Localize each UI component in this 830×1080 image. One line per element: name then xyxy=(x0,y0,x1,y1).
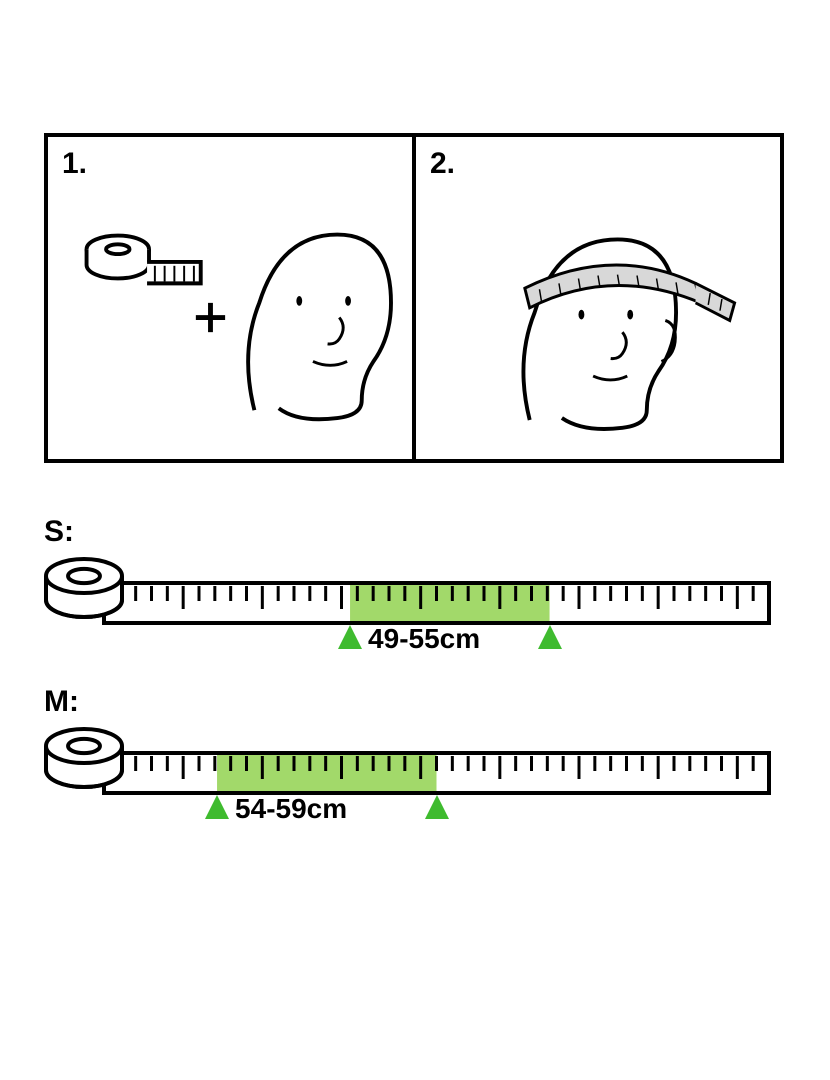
tape-measure-icon xyxy=(44,723,784,807)
instruction-steps: 1. xyxy=(44,133,784,463)
arrow-left-icon xyxy=(205,795,229,819)
step-1: 1. xyxy=(48,137,412,459)
size-label: M: xyxy=(44,685,784,719)
step-2-illustration xyxy=(416,137,780,459)
size-label: S: xyxy=(44,515,784,549)
arrow-right-icon xyxy=(538,625,562,649)
size-range-text: 54-59cm xyxy=(235,793,347,825)
step-1-illustration xyxy=(48,137,412,459)
arrow-left-icon xyxy=(338,625,362,649)
size-row-m: M: 54-59cm xyxy=(44,685,784,843)
arrow-right-icon xyxy=(425,795,449,819)
size-range-text: 49-55cm xyxy=(368,623,480,655)
head-icon xyxy=(248,235,391,420)
step-2: 2. xyxy=(412,137,780,459)
size-chart: S: 49-55cm M: 54-59cm xyxy=(44,515,784,855)
size-row-s: S: 49-55cm xyxy=(44,515,784,673)
